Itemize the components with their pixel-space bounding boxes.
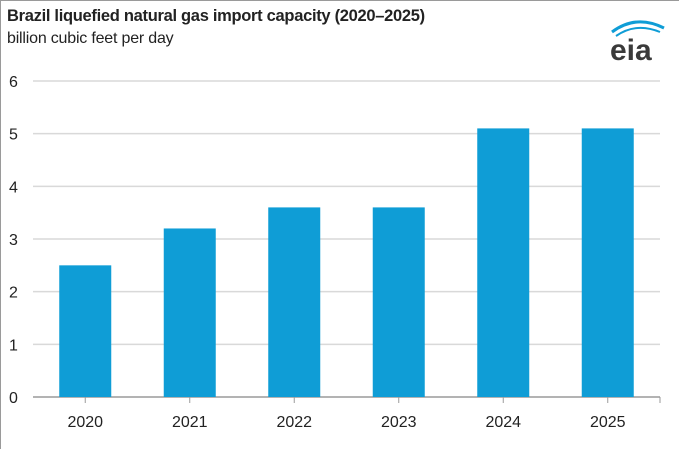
x-tick-label: 2025 xyxy=(590,414,626,431)
x-tick-label: 2023 xyxy=(381,414,417,431)
chart-title: Brazil liquefied natural gas import capa… xyxy=(7,7,425,25)
bar-2024 xyxy=(477,128,530,397)
y-tick-label: 4 xyxy=(9,179,18,196)
bar-2025 xyxy=(581,128,634,397)
bar-2022 xyxy=(268,207,321,397)
y-tick-label: 2 xyxy=(9,285,18,302)
y-tick-label: 5 xyxy=(9,127,18,144)
y-tick-label: 3 xyxy=(9,232,18,249)
x-tick-label: 2024 xyxy=(485,414,521,431)
eia-logo: eia xyxy=(606,18,668,67)
y-tick-label: 1 xyxy=(9,337,18,354)
y-tick-label: 0 xyxy=(9,390,18,407)
y-tick-label: 6 xyxy=(9,74,18,91)
x-tick-label: 2022 xyxy=(276,414,312,431)
svg-text:eia: eia xyxy=(610,34,652,62)
bar-2023 xyxy=(372,207,425,397)
x-tick-label: 2021 xyxy=(172,414,208,431)
chart-subtitle: billion cubic feet per day xyxy=(7,30,174,47)
x-tick-label: 2020 xyxy=(67,414,103,431)
bar-2021 xyxy=(163,228,216,397)
bar-2020 xyxy=(59,265,112,397)
